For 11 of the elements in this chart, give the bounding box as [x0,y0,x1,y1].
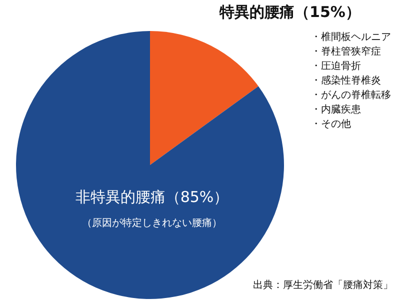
slice-label: 非特異的腰痛（85%） [75,188,229,206]
text: ・その他 [311,118,351,130]
text: （原因が特定しきれない腰痛） [82,217,222,229]
text: ・内臓疾患 [311,104,361,116]
source-note: 出典：厚生労働省「腰痛対策」 [253,279,393,291]
slice-label: 特異的腰痛（15%） [218,3,360,21]
text: ・がんの脊椎転移 [311,89,391,101]
text: ・感染性脊椎炎 [311,74,381,86]
text: ・椎間板ヘルニア [311,31,391,43]
text: ・圧迫骨折 [311,60,361,72]
text: ・脊柱管狭窄症 [311,46,381,58]
